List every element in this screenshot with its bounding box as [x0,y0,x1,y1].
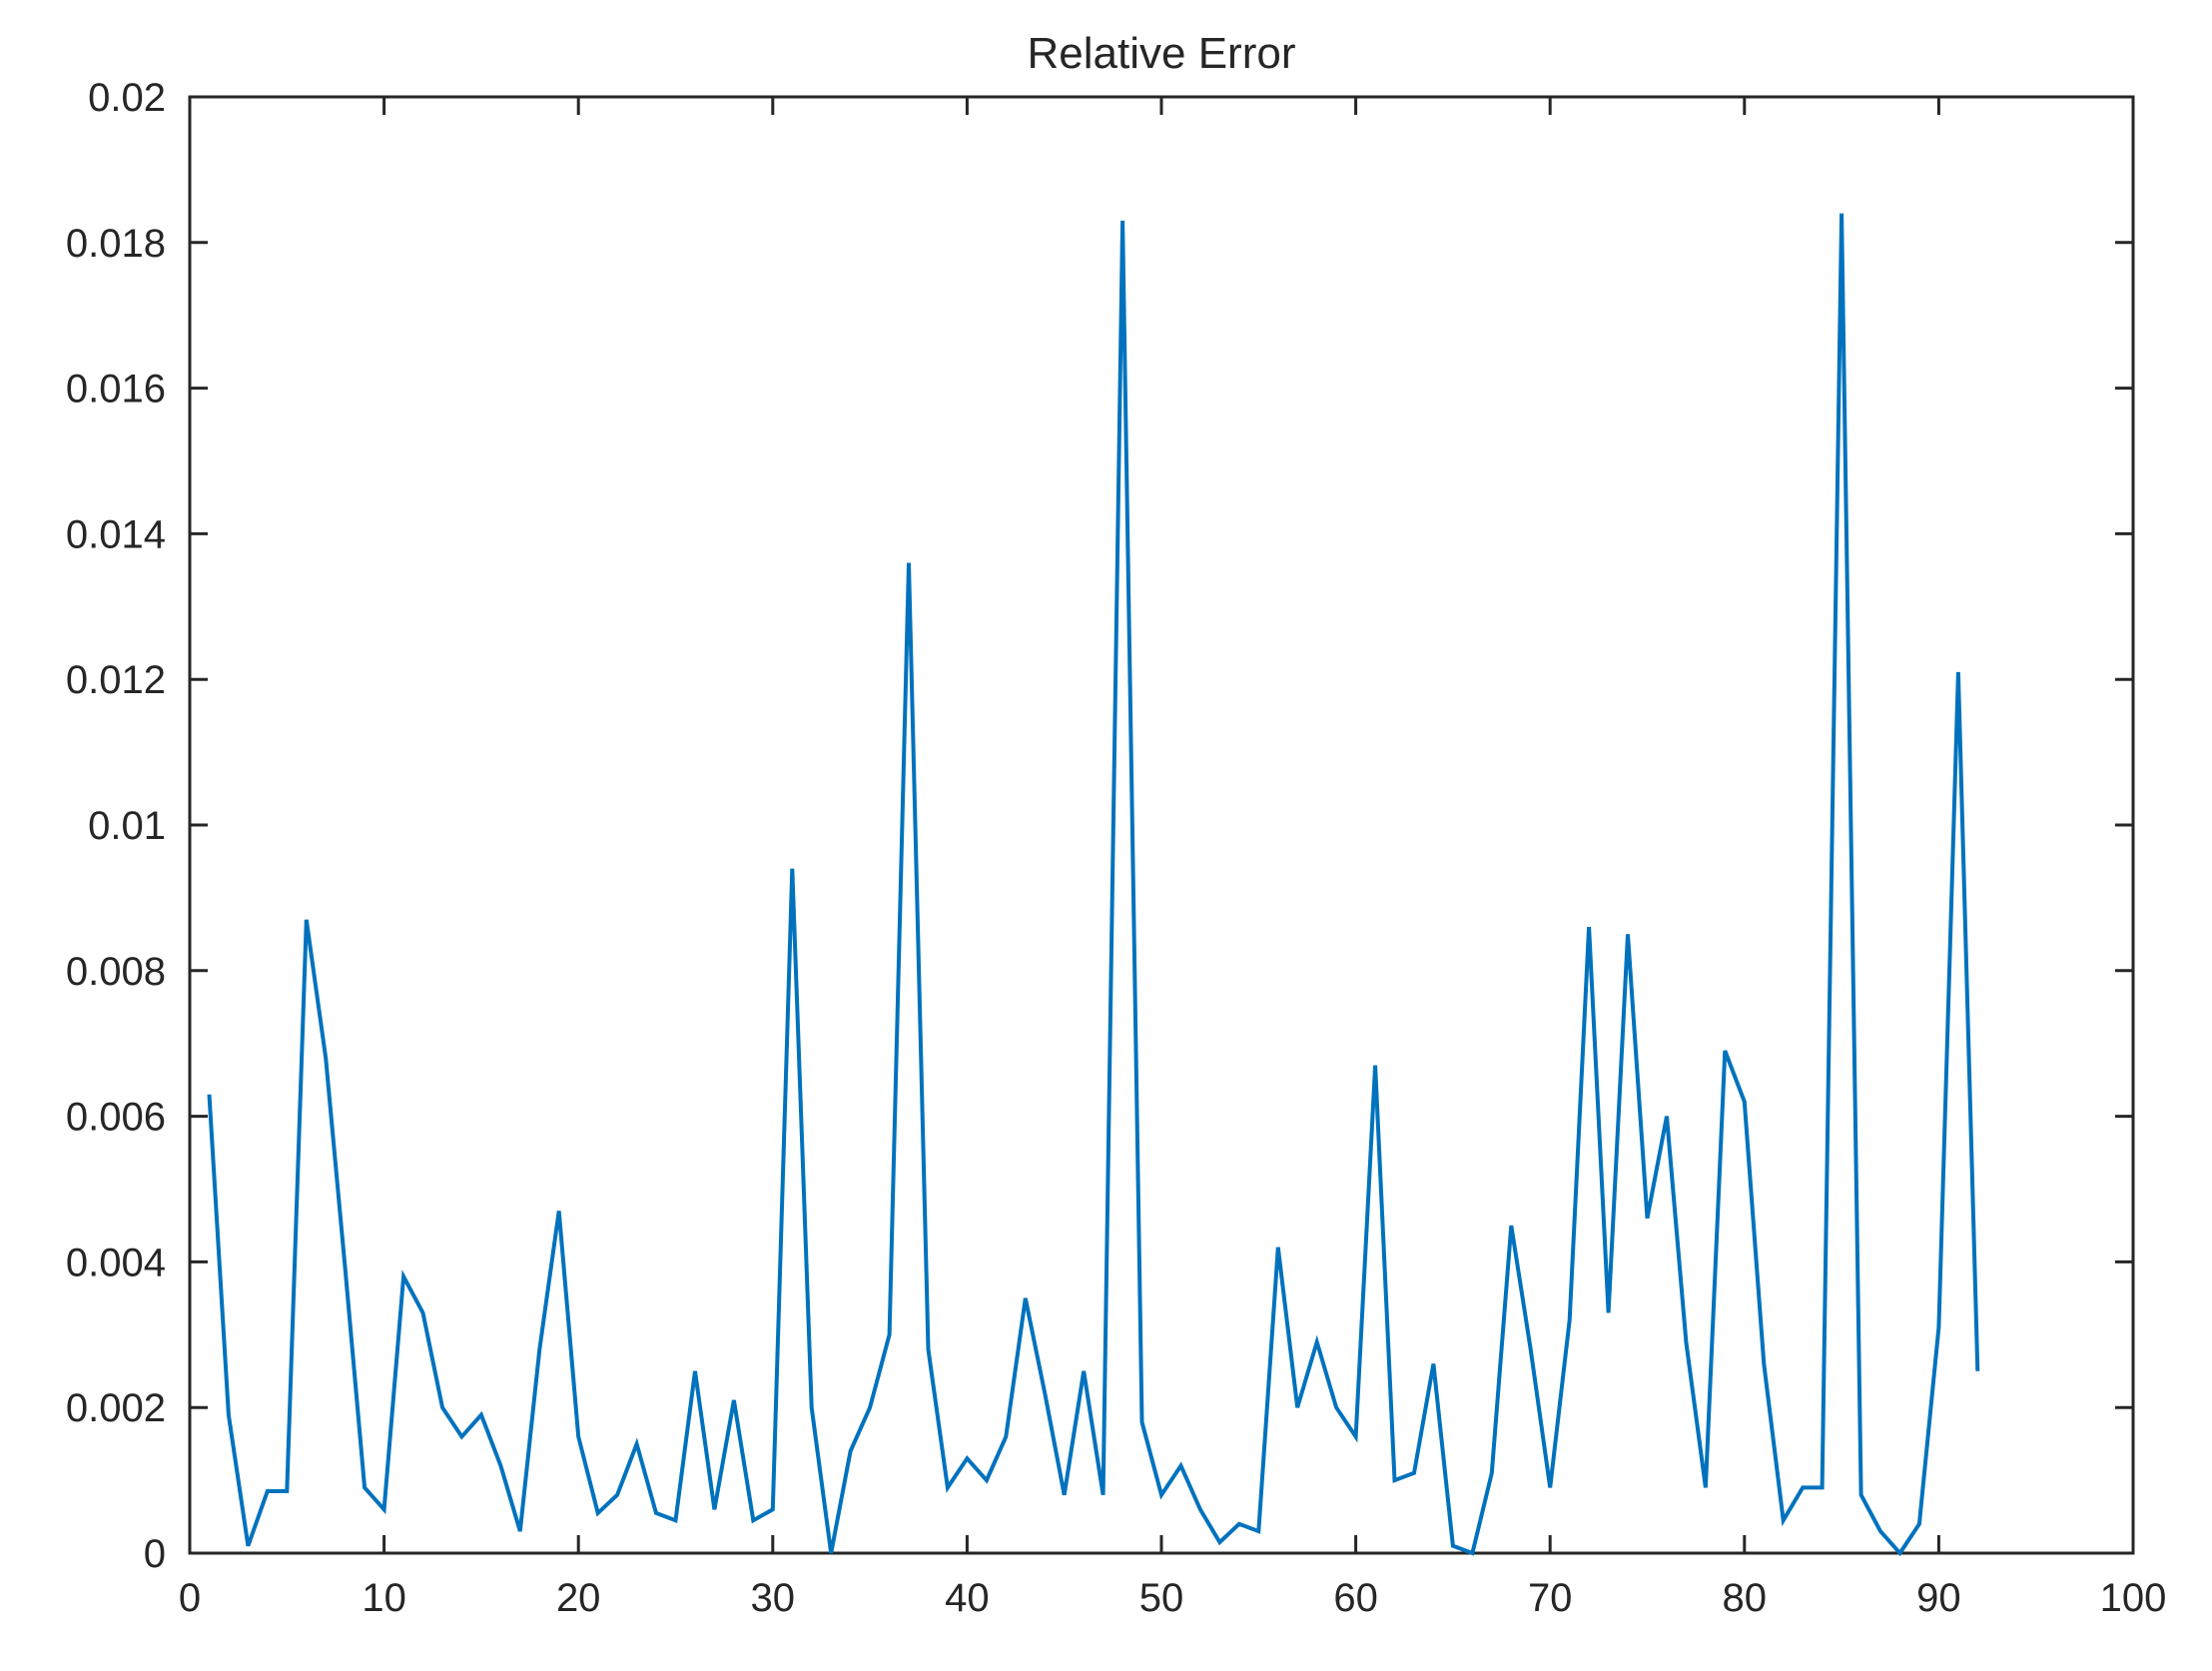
y-tick-label: 0.018 [66,222,166,266]
x-tick-label: 50 [1139,1576,1184,1620]
x-tick-label: 0 [179,1576,201,1620]
x-tick-label: 70 [1528,1576,1573,1620]
x-tick-label: 80 [1723,1576,1768,1620]
x-tick-label: 90 [1916,1576,1961,1620]
series-line-0 [207,213,1980,1557]
x-tick-label: 60 [1333,1576,1378,1620]
y-tick-label: 0.004 [66,1241,166,1284]
x-tick-label: 20 [556,1576,601,1620]
x-tick-label: 100 [2100,1576,2167,1620]
y-tick-label: 0.01 [88,804,166,848]
y-tick-label: 0 [144,1532,166,1576]
y-tick-label: 0.012 [66,658,166,702]
y-tick-label: 0.008 [66,950,166,994]
y-tick-label: 0.006 [66,1096,166,1140]
y-tick-label: 0.02 [88,76,166,120]
plot-area: 0 10 20 30 40 50 60 70 80 90 100 0 0.002 0.004 0.006 0.… [66,76,2166,1620]
y-tick-label: 0.016 [66,368,166,412]
chart-title: Relative Error [1028,29,1296,78]
x-tick-label: 10 [362,1576,406,1620]
y-tick-label: 0.014 [66,512,166,556]
x-tick-label: 30 [751,1576,796,1620]
x-tick-label: 40 [945,1576,990,1620]
y-tick-label: 0.002 [66,1386,166,1430]
